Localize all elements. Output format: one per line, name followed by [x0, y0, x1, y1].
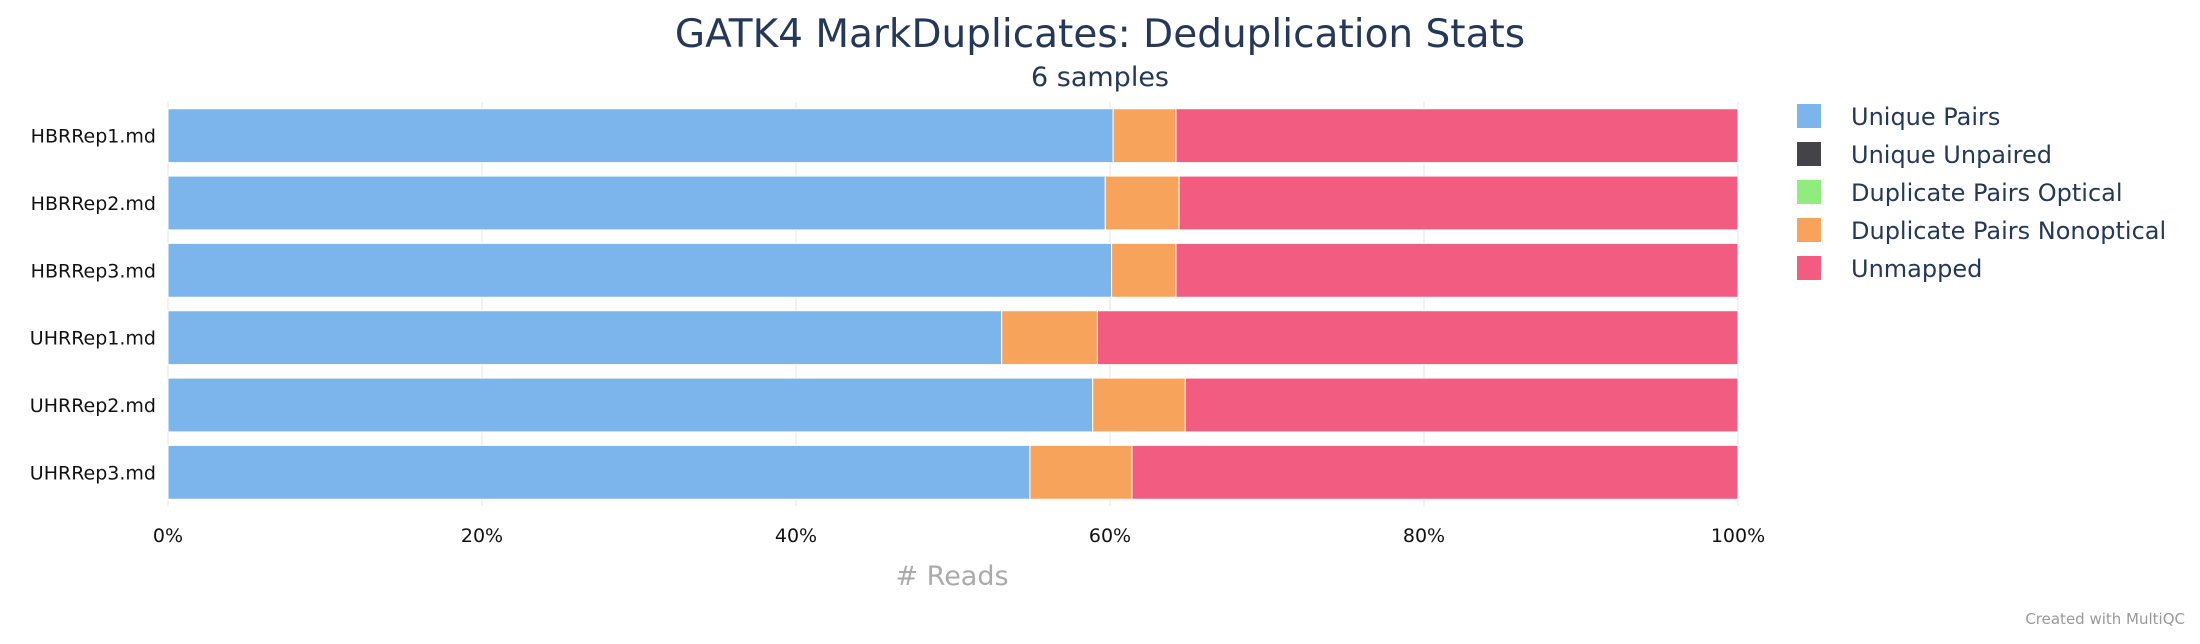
legend-label: Unique Pairs [1851, 103, 2000, 131]
bar-segment[interactable] [167, 377, 1094, 433]
legend-item[interactable]: Unique Unpaired [1797, 141, 2052, 169]
chart-subtitle: 6 samples [1031, 62, 1169, 93]
bar-segment[interactable] [1001, 310, 1098, 366]
bar-segment[interactable] [1096, 310, 1739, 366]
bar-segment[interactable] [167, 108, 1114, 164]
y-tick-label: HBRRep2.md [31, 193, 156, 215]
x-tick-label: 40% [775, 525, 817, 547]
bar-segment[interactable] [1175, 108, 1739, 164]
grid-lines [167, 102, 1739, 506]
legend-item[interactable]: Duplicate Pairs Optical [1797, 179, 2123, 207]
x-tick-label: 60% [1089, 525, 1131, 547]
bar-row [167, 377, 1739, 433]
legend-label: Duplicate Pairs Nonoptical [1851, 217, 2166, 245]
legend-swatch [1797, 142, 1821, 166]
legend-swatch [1797, 218, 1821, 242]
bar-segment[interactable] [167, 310, 1003, 366]
chart-title: GATK4 MarkDuplicates: Deduplication Stat… [675, 12, 1525, 57]
bar-segment[interactable] [1175, 242, 1739, 298]
bar-segment[interactable] [1131, 444, 1739, 500]
legend-swatch [1797, 104, 1821, 128]
legend-item[interactable]: Unmapped [1797, 255, 1982, 283]
bar-row [167, 310, 1739, 366]
bar-segment[interactable] [1029, 444, 1133, 500]
y-tick-label: HBRRep3.md [31, 260, 156, 282]
y-tick-label: UHRRep3.md [30, 462, 156, 484]
bar-segment[interactable] [167, 175, 1106, 231]
bar-row [167, 242, 1739, 298]
bar-segment[interactable] [167, 444, 1031, 500]
bar-segment[interactable] [1184, 377, 1739, 433]
y-tick-label: HBRRep1.md [31, 126, 156, 148]
legend-swatch [1797, 180, 1821, 204]
legend-label: Unique Unpaired [1851, 141, 2052, 169]
y-tick-label: UHRRep1.md [30, 328, 156, 350]
bar-segment[interactable] [1111, 242, 1177, 298]
bar-segment[interactable] [1112, 108, 1177, 164]
legend-label: Duplicate Pairs Optical [1851, 179, 2123, 207]
y-tick-label: UHRRep2.md [30, 395, 156, 417]
bar-row [167, 108, 1739, 164]
x-tick-label: 100% [1711, 525, 1765, 547]
bar-row [167, 175, 1739, 231]
credit-text[interactable]: Created with MultiQC [2025, 610, 2185, 628]
legend-swatch [1797, 256, 1821, 280]
legend-item[interactable]: Duplicate Pairs Nonoptical [1797, 217, 2166, 245]
plot-area [167, 108, 1739, 500]
x-tick-label: 20% [461, 525, 503, 547]
bar-segment[interactable] [1104, 175, 1180, 231]
bar-segment[interactable] [167, 242, 1113, 298]
x-axis-title: # Reads [895, 561, 1008, 592]
legend[interactable]: Unique Pairs Unique Unpaired Duplicate Pai… [1797, 103, 2166, 283]
bar-segment[interactable] [1092, 377, 1186, 433]
legend-label: Unmapped [1851, 255, 1982, 283]
x-tick-label: 80% [1403, 525, 1445, 547]
bar-segment[interactable] [1178, 175, 1739, 231]
legend-item[interactable]: Unique Pairs [1797, 103, 2000, 131]
x-axis-tick-labels: 0% 20% 40% 60% 80% 100% [153, 525, 1765, 547]
x-tick-label: 0% [153, 525, 183, 547]
y-axis-labels: HBRRep1.md HBRRep2.md HBRRep3.md UHRRep1.md… [30, 126, 156, 485]
bar-row [167, 444, 1739, 500]
